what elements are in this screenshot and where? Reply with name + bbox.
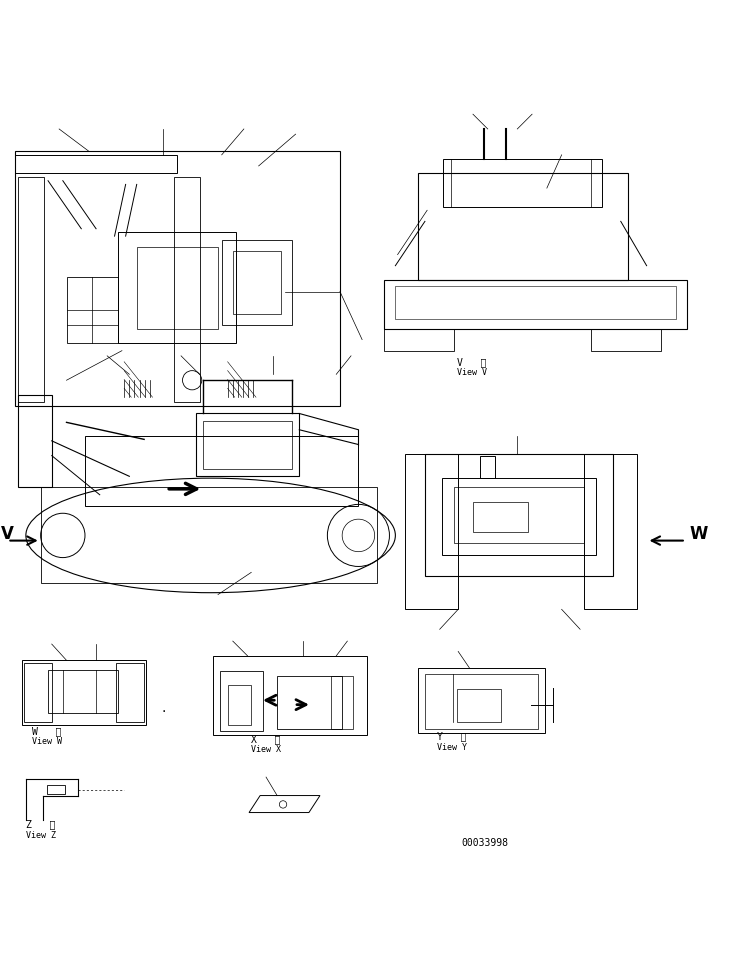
Bar xyxy=(425,674,538,729)
Bar xyxy=(41,488,377,584)
Text: .: . xyxy=(161,700,166,714)
Bar xyxy=(67,278,118,344)
Bar xyxy=(584,455,637,609)
Text: 00033998: 00033998 xyxy=(462,837,509,848)
Text: View W: View W xyxy=(32,736,62,746)
Bar xyxy=(15,156,177,174)
Bar xyxy=(418,174,628,282)
Bar xyxy=(384,330,454,352)
Bar xyxy=(277,677,342,729)
Bar xyxy=(473,503,528,532)
Bar xyxy=(591,330,661,352)
Text: W: W xyxy=(689,525,708,543)
Text: View X: View X xyxy=(251,745,282,753)
Bar xyxy=(384,282,687,330)
Text: Z   視: Z 視 xyxy=(26,819,55,828)
Bar xyxy=(454,488,584,543)
Bar xyxy=(24,664,52,723)
Bar xyxy=(395,286,676,320)
Bar xyxy=(228,685,251,726)
Text: V: V xyxy=(1,525,13,543)
Bar xyxy=(480,456,495,479)
Bar xyxy=(174,178,200,403)
Bar xyxy=(425,455,613,577)
Text: View Z: View Z xyxy=(26,830,56,839)
Bar xyxy=(196,414,299,477)
Bar xyxy=(220,671,263,731)
Bar xyxy=(442,479,596,555)
Bar xyxy=(85,436,358,506)
Bar xyxy=(233,252,281,314)
Bar xyxy=(48,670,118,713)
Bar xyxy=(18,396,52,488)
Bar xyxy=(418,668,545,733)
Bar xyxy=(47,785,65,794)
Bar xyxy=(15,152,340,407)
Bar xyxy=(222,240,292,326)
Bar xyxy=(405,455,458,609)
Bar xyxy=(118,234,236,344)
Bar xyxy=(203,422,292,469)
Text: View Y: View Y xyxy=(437,742,468,752)
Bar xyxy=(213,656,367,735)
Bar xyxy=(22,660,146,726)
Bar xyxy=(116,664,144,723)
Text: X   視: X 視 xyxy=(251,733,281,743)
Bar xyxy=(137,248,218,330)
Bar xyxy=(18,178,44,403)
Text: Y   視: Y 視 xyxy=(437,731,467,741)
Bar xyxy=(457,689,501,723)
Bar xyxy=(331,677,353,729)
Text: View V: View V xyxy=(457,368,487,377)
Bar xyxy=(443,160,602,208)
Text: V   視: V 視 xyxy=(457,357,486,366)
Text: W   視: W 視 xyxy=(32,725,61,735)
